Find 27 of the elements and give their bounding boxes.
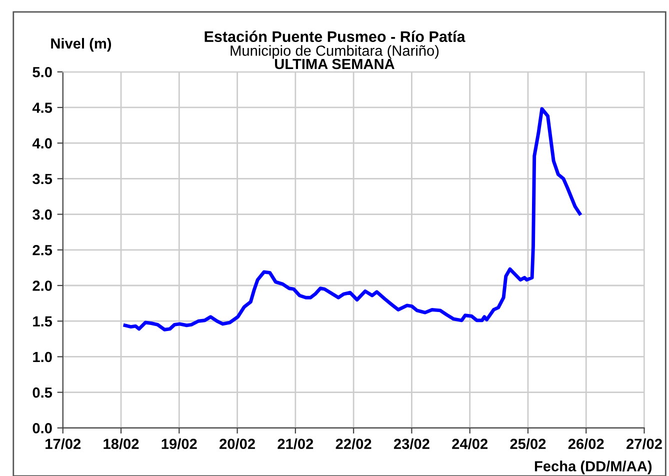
y-tick-label: 3.5 [32,174,52,184]
y-tick-label: 2.0 [32,280,52,291]
y-axis-title: Nivel (m) [51,38,112,52]
x-tick-label: 20/02 [220,438,255,450]
x-tick-label: 23/02 [394,438,430,450]
x-tick-label: 21/02 [278,438,314,450]
x-axis-title: Fecha (DD/M/AA) [534,460,652,474]
x-tick-label: 25/02 [510,438,546,450]
y-tick-label: 1.5 [33,316,52,327]
chart-subtitle: Municipio de Cumbitara (Nariño) [230,45,439,59]
x-tick-label: 19/02 [162,438,197,450]
y-tick-label: 3.0 [32,209,52,220]
text: ULTIMA SEMANA [275,58,394,70]
y-tick-label: 4.5 [32,102,52,113]
x-tick-label: 18/02 [104,438,139,450]
x-tick-label: 22/02 [336,438,372,450]
y-tick-label: 4.0 [32,138,52,149]
chart-title: Estación Puente Pusmeo - Río Patía [204,30,466,42]
x-tick-label: 27/02 [626,438,662,450]
y-tick-label: 1.0 [33,352,52,362]
x-tick-label: 24/02 [452,438,488,450]
y-tick-label: 0.5 [32,387,52,398]
x-tick-label: 17/02 [46,438,81,450]
y-tick-label: 0.0 [32,423,52,434]
y-tick-label: 5.0 [32,66,52,78]
x-tick-label: 26/02 [568,438,604,450]
y-tick-label: 2.5 [32,245,52,256]
